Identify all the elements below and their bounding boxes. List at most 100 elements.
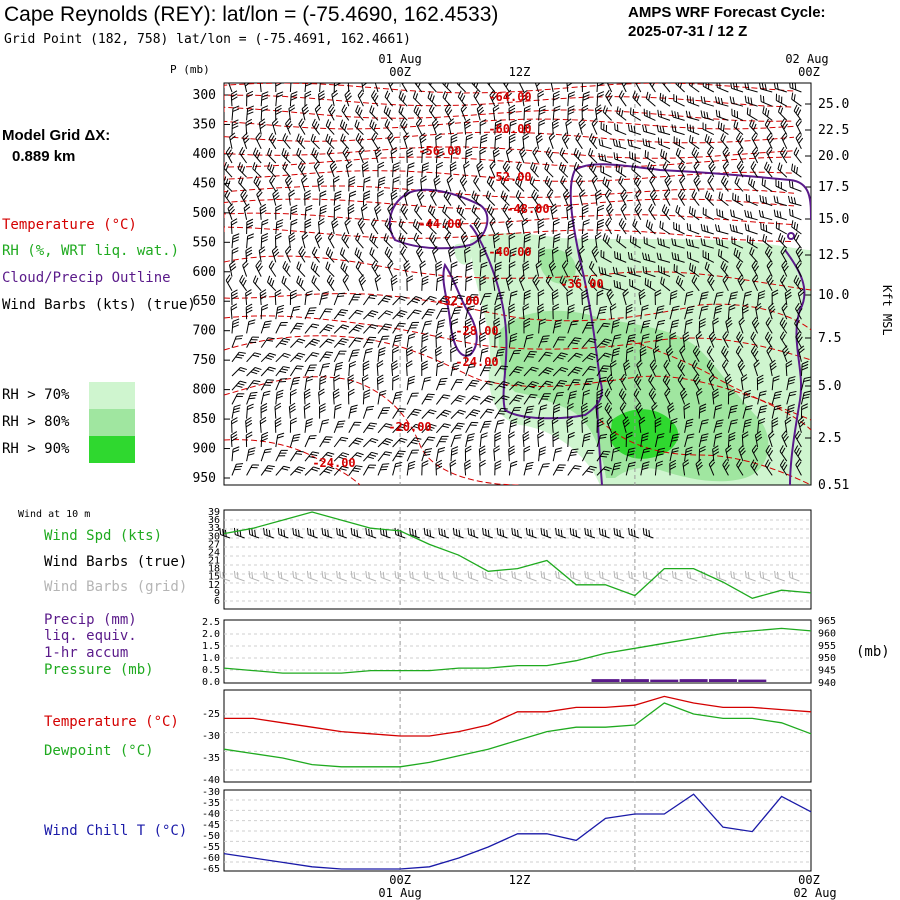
wind-barb bbox=[465, 261, 473, 277]
barb-shaft bbox=[752, 279, 759, 292]
barb-shaft bbox=[537, 434, 540, 448]
barb-flag bbox=[729, 304, 736, 308]
barb-flag bbox=[575, 150, 579, 157]
barb-flag bbox=[488, 178, 493, 185]
barb-flag bbox=[379, 390, 387, 394]
barb-flag bbox=[566, 289, 573, 294]
barb-shaft bbox=[259, 83, 262, 93]
barb-flag bbox=[450, 167, 457, 172]
barb-flag bbox=[783, 123, 788, 130]
barb-flag bbox=[676, 95, 678, 103]
barb-flag bbox=[400, 235, 404, 242]
wind-barb bbox=[795, 245, 804, 263]
barb-flag bbox=[686, 251, 689, 259]
barb-flag bbox=[573, 161, 578, 169]
wind-barb bbox=[664, 174, 672, 192]
barb-flag bbox=[464, 121, 471, 127]
barb-shaft bbox=[304, 307, 311, 320]
barb-flag bbox=[348, 210, 355, 215]
barb-flag bbox=[736, 260, 741, 267]
barb-shaft bbox=[231, 108, 234, 121]
barb-flag bbox=[343, 149, 349, 156]
barb-shaft bbox=[421, 378, 426, 391]
barb-flag bbox=[236, 335, 243, 337]
barb-flag bbox=[701, 308, 708, 311]
barb-flag bbox=[620, 220, 625, 227]
barb-flag bbox=[621, 206, 627, 213]
barb-flag bbox=[744, 83, 747, 89]
barb-flag bbox=[305, 424, 313, 428]
barb-flag bbox=[578, 245, 585, 252]
barb-flag bbox=[767, 149, 773, 156]
barb-flag bbox=[435, 133, 442, 138]
wind-barb bbox=[492, 232, 500, 249]
barb-flag bbox=[391, 149, 398, 155]
barb-flag bbox=[435, 351, 442, 357]
barb-flag bbox=[400, 309, 408, 313]
barb-flag bbox=[789, 83, 791, 88]
barb-flag bbox=[393, 176, 400, 180]
barb-flag bbox=[318, 221, 325, 226]
barb-flag bbox=[250, 391, 258, 394]
wind-barb bbox=[644, 277, 656, 292]
barb-flag bbox=[552, 306, 560, 311]
barb-shaft bbox=[444, 109, 452, 121]
barb-flag bbox=[345, 92, 351, 99]
wind-barb bbox=[371, 132, 379, 150]
barb-flag bbox=[595, 107, 602, 112]
barb-flag bbox=[598, 280, 601, 288]
wind-barb bbox=[428, 104, 437, 121]
barb-shaft bbox=[348, 422, 355, 434]
barb-flag bbox=[466, 133, 473, 138]
wind-barb bbox=[406, 275, 414, 291]
barb-flag bbox=[243, 203, 250, 209]
barb-flag bbox=[631, 152, 634, 160]
barb-flag bbox=[269, 164, 273, 171]
wind-barb bbox=[479, 408, 495, 419]
barb-flag bbox=[246, 434, 253, 439]
wind-barb bbox=[391, 360, 399, 377]
barb-flag bbox=[766, 260, 772, 267]
wind-barb bbox=[479, 261, 488, 277]
wind-barb bbox=[450, 306, 462, 320]
barb-flag bbox=[319, 380, 327, 385]
barb-flag bbox=[606, 288, 612, 295]
barb-shaft bbox=[505, 151, 510, 164]
barb-flag bbox=[444, 295, 451, 299]
barb-flag bbox=[315, 152, 319, 159]
barb-flag bbox=[784, 288, 792, 294]
barb-flag bbox=[645, 219, 649, 227]
barb-flag bbox=[765, 224, 768, 232]
wind-barb bbox=[698, 305, 709, 320]
barb-flag bbox=[456, 379, 464, 381]
barb-flag bbox=[408, 162, 415, 166]
wind-barb bbox=[355, 104, 364, 121]
barb-shaft bbox=[288, 108, 291, 121]
barb-flag bbox=[447, 177, 454, 184]
barb-flag bbox=[329, 160, 336, 167]
wind-barb bbox=[489, 89, 497, 107]
wind-barb bbox=[230, 90, 238, 107]
barb-shaft bbox=[518, 279, 525, 291]
barb-shaft bbox=[403, 137, 408, 149]
barb-shaft bbox=[573, 154, 583, 164]
barb-flag bbox=[315, 163, 320, 170]
wind-barb bbox=[271, 118, 279, 135]
barb-shaft bbox=[333, 293, 339, 306]
wind-barb bbox=[304, 375, 314, 391]
barb-flag bbox=[347, 204, 355, 209]
barb-flag bbox=[629, 235, 632, 243]
barb-flag bbox=[465, 147, 473, 152]
barb-flag bbox=[418, 191, 424, 198]
barb-flag bbox=[302, 177, 308, 184]
barb-flag bbox=[686, 308, 694, 311]
barb-flag bbox=[252, 275, 257, 282]
barb-flag bbox=[567, 310, 575, 314]
barb-flag bbox=[372, 135, 378, 142]
barb-flag bbox=[731, 108, 733, 116]
wind-barb bbox=[384, 118, 393, 135]
barb-shaft bbox=[634, 83, 642, 93]
barb-flag bbox=[706, 192, 711, 200]
barb-flag bbox=[796, 120, 802, 127]
barb-shaft bbox=[632, 224, 642, 235]
